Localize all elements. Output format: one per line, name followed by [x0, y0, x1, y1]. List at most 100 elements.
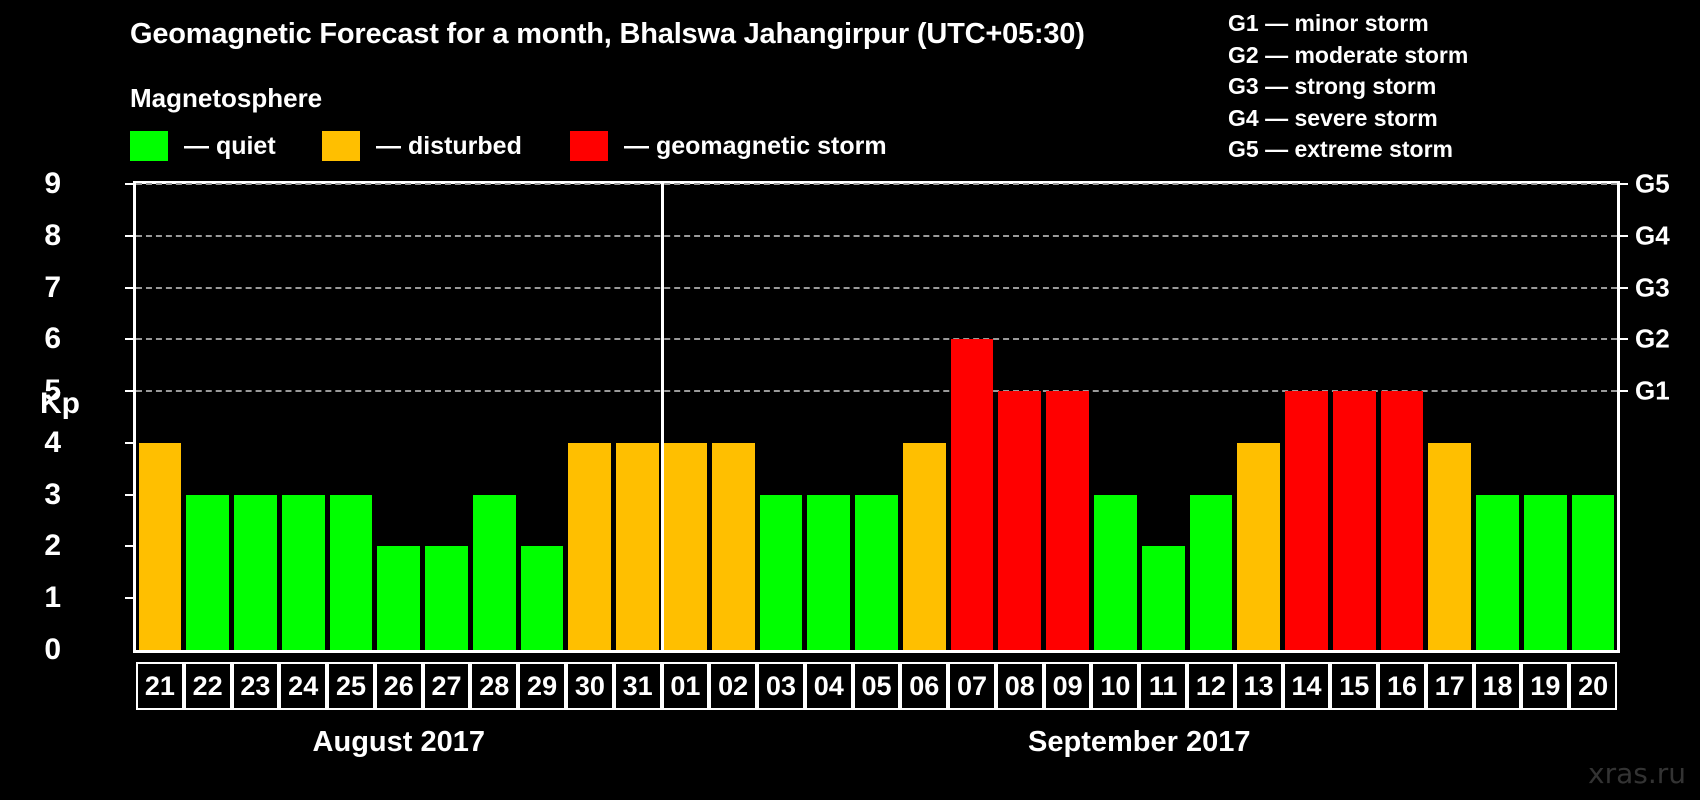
day-label-box[interactable]: 21	[136, 662, 184, 710]
day-label-box[interactable]: 27	[422, 662, 471, 710]
day-label-box[interactable]: 07	[948, 662, 996, 710]
day-label-box[interactable]: 02	[709, 662, 758, 710]
bar-column[interactable]	[1332, 184, 1376, 650]
bar-column[interactable]	[1189, 184, 1233, 650]
bar	[807, 494, 851, 650]
y-tick-label: 3	[44, 477, 61, 511]
legend-item-label: — geomagnetic storm	[624, 131, 887, 160]
bar-column[interactable]	[472, 184, 516, 650]
bar-column[interactable]	[568, 184, 612, 650]
day-label-box[interactable]: 14	[1282, 662, 1331, 710]
bar	[1523, 494, 1567, 650]
g-scale-legend: G1 — minor storm G2 — moderate storm G3 …	[1228, 8, 1468, 166]
bar-column[interactable]	[1046, 184, 1089, 650]
y-tick-label: 9	[44, 167, 61, 200]
bar-column[interactable]	[520, 184, 564, 650]
bar-column[interactable]	[711, 184, 755, 650]
day-label-box[interactable]: 31	[613, 662, 662, 710]
bar	[234, 494, 277, 650]
day-label-box[interactable]: 20	[1569, 662, 1617, 710]
bar-column[interactable]	[1380, 184, 1424, 650]
day-label-box[interactable]: 09	[1043, 662, 1092, 710]
day-label-box[interactable]: 30	[565, 662, 614, 710]
bar-column[interactable]	[1141, 184, 1185, 650]
bar-column[interactable]	[1237, 184, 1281, 650]
bar	[902, 442, 946, 650]
day-label-box[interactable]: 13	[1234, 662, 1283, 710]
day-label-box[interactable]: 28	[470, 662, 519, 710]
day-label-box[interactable]: 16	[1378, 662, 1426, 710]
day-label-box[interactable]: 25	[327, 662, 375, 710]
bar	[1571, 494, 1615, 650]
chart-plot-area	[125, 181, 1628, 653]
g-axis-label-g1: G1	[1635, 375, 1670, 406]
day-label-box[interactable]: 29	[518, 662, 566, 710]
day-label-box[interactable]: 24	[279, 662, 328, 710]
day-label-box[interactable]: 22	[183, 662, 232, 710]
bar-column[interactable]	[1523, 184, 1567, 650]
day-label-box[interactable]: 11	[1139, 662, 1188, 710]
g-axis-label-g5: G5	[1635, 168, 1670, 199]
bar-column[interactable]	[329, 184, 373, 650]
y-tick-label: 0	[44, 633, 61, 666]
bar-column[interactable]	[1428, 184, 1472, 650]
day-label-box[interactable]: 23	[231, 662, 280, 710]
bar-column[interactable]	[807, 184, 851, 650]
bar-column[interactable]	[902, 184, 946, 650]
day-label-box[interactable]: 12	[1187, 662, 1235, 710]
y-axis-tick	[125, 234, 136, 237]
day-label-box[interactable]: 06	[900, 662, 949, 710]
g-axis-label-g4: G4	[1635, 220, 1670, 251]
y-tick-label: 6	[44, 322, 61, 356]
bar-column[interactable]	[1285, 184, 1328, 650]
bar-column[interactable]	[138, 184, 182, 650]
bar-column[interactable]	[377, 184, 421, 650]
legend-item-label: — quiet	[184, 131, 276, 160]
bar-column[interactable]	[186, 184, 230, 650]
bar-column[interactable]	[616, 184, 659, 650]
bar-column[interactable]	[664, 184, 707, 650]
day-label-box[interactable]: 05	[852, 662, 901, 710]
day-label-box[interactable]: 08	[995, 662, 1044, 710]
bar-series	[136, 184, 1617, 650]
y-axis-tick	[125, 183, 136, 185]
day-label-box[interactable]: 17	[1425, 662, 1474, 710]
bar-column[interactable]	[950, 184, 994, 650]
bar-column[interactable]	[281, 184, 325, 650]
bar-column[interactable]	[855, 184, 898, 650]
g-axis-tick	[1617, 286, 1628, 289]
bar-column[interactable]	[1571, 184, 1615, 650]
legend-item-geomagneticstorm: — geomagnetic storm	[570, 129, 887, 163]
bar	[664, 442, 707, 650]
bar	[1189, 494, 1233, 650]
g-scale-item-g1: G1 — minor storm	[1228, 10, 1429, 36]
legend-swatch-icon	[130, 131, 168, 161]
y-axis-tick	[125, 493, 136, 496]
bar-column[interactable]	[759, 184, 803, 650]
bar-column[interactable]	[1476, 184, 1519, 650]
day-label-box[interactable]: 01	[661, 662, 710, 710]
gridline	[136, 286, 1617, 289]
y-axis-tick	[125, 390, 136, 393]
day-label-box[interactable]: 18	[1473, 662, 1522, 710]
g-scale-item-g4: G4 — severe storm	[1228, 104, 1438, 131]
g-axis-label-g2: G2	[1635, 323, 1670, 354]
bar	[1476, 494, 1519, 650]
day-label-box[interactable]: 26	[374, 662, 423, 710]
legend-swatch-icon	[570, 131, 608, 161]
bar	[138, 442, 182, 650]
bar-column[interactable]	[234, 184, 277, 650]
day-label-box[interactable]: 19	[1521, 662, 1570, 710]
bar	[377, 546, 421, 650]
gridline	[136, 234, 1617, 237]
day-label-box[interactable]: 04	[804, 662, 853, 710]
legend-swatch-icon	[322, 131, 360, 161]
g-axis-tick	[1617, 234, 1628, 237]
day-label-box[interactable]: 15	[1330, 662, 1379, 710]
bar-column[interactable]	[998, 184, 1042, 650]
day-label-box[interactable]: 03	[757, 662, 805, 710]
bar-column[interactable]	[1093, 184, 1137, 650]
bar-column[interactable]	[425, 184, 468, 650]
g-axis-tick	[1617, 183, 1628, 185]
day-label-box[interactable]: 10	[1091, 662, 1140, 710]
